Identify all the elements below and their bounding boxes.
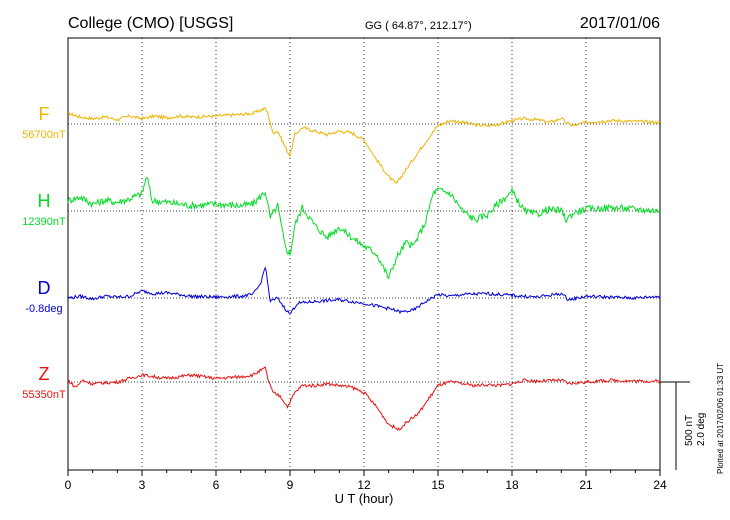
trace-z bbox=[67, 366, 661, 431]
plotted-at-note: Plotted at 2017/02/06 01:33 UT bbox=[716, 363, 725, 474]
x-tick-label: 15 bbox=[431, 478, 445, 492]
scale-bar-deg-label: 2.0 deg bbox=[696, 413, 707, 446]
series-baseline-f: 56700nT bbox=[22, 129, 66, 141]
series-baseline-z: 55350nT bbox=[22, 389, 66, 401]
x-tick-label: 12 bbox=[357, 478, 371, 492]
x-tick-label: 21 bbox=[579, 478, 593, 492]
chart-title: College (CMO) [USGS] bbox=[68, 15, 233, 32]
series-name-f: F bbox=[39, 104, 50, 124]
x-tick-label: 0 bbox=[65, 478, 72, 492]
series-baseline-d: -0.8deg bbox=[25, 303, 62, 315]
x-tick-label: 9 bbox=[287, 478, 294, 492]
x-axis-label: U T (hour) bbox=[335, 491, 394, 506]
trace-f bbox=[67, 106, 661, 184]
grid-lines bbox=[141, 38, 587, 470]
series-name-h: H bbox=[38, 191, 51, 211]
x-tick-label: 6 bbox=[213, 478, 220, 492]
x-axis: 0 3 6 9 12 15 18 21 24 bbox=[65, 470, 667, 492]
traces bbox=[67, 106, 661, 431]
x-tick-label: 24 bbox=[653, 478, 667, 492]
scale-bar: 500 nT 2.0 deg bbox=[660, 381, 707, 470]
station-coords: GG ( 64.87°, 212.17°) bbox=[365, 20, 472, 32]
x-tick-label: 18 bbox=[505, 478, 519, 492]
scale-bar-nt-label: 500 nT bbox=[684, 415, 695, 446]
x-tick-label: 3 bbox=[139, 478, 146, 492]
trace-h bbox=[67, 176, 661, 280]
series-name-z: Z bbox=[39, 364, 50, 384]
series-name-d: D bbox=[38, 278, 51, 298]
trace-d bbox=[67, 266, 661, 315]
chart-date: 2017/01/06 bbox=[580, 15, 660, 32]
series-baseline-h: 12390nT bbox=[22, 216, 66, 228]
series-labels: F 56700nT H 12390nT D -0.8deg Z 55350nT bbox=[22, 104, 66, 401]
